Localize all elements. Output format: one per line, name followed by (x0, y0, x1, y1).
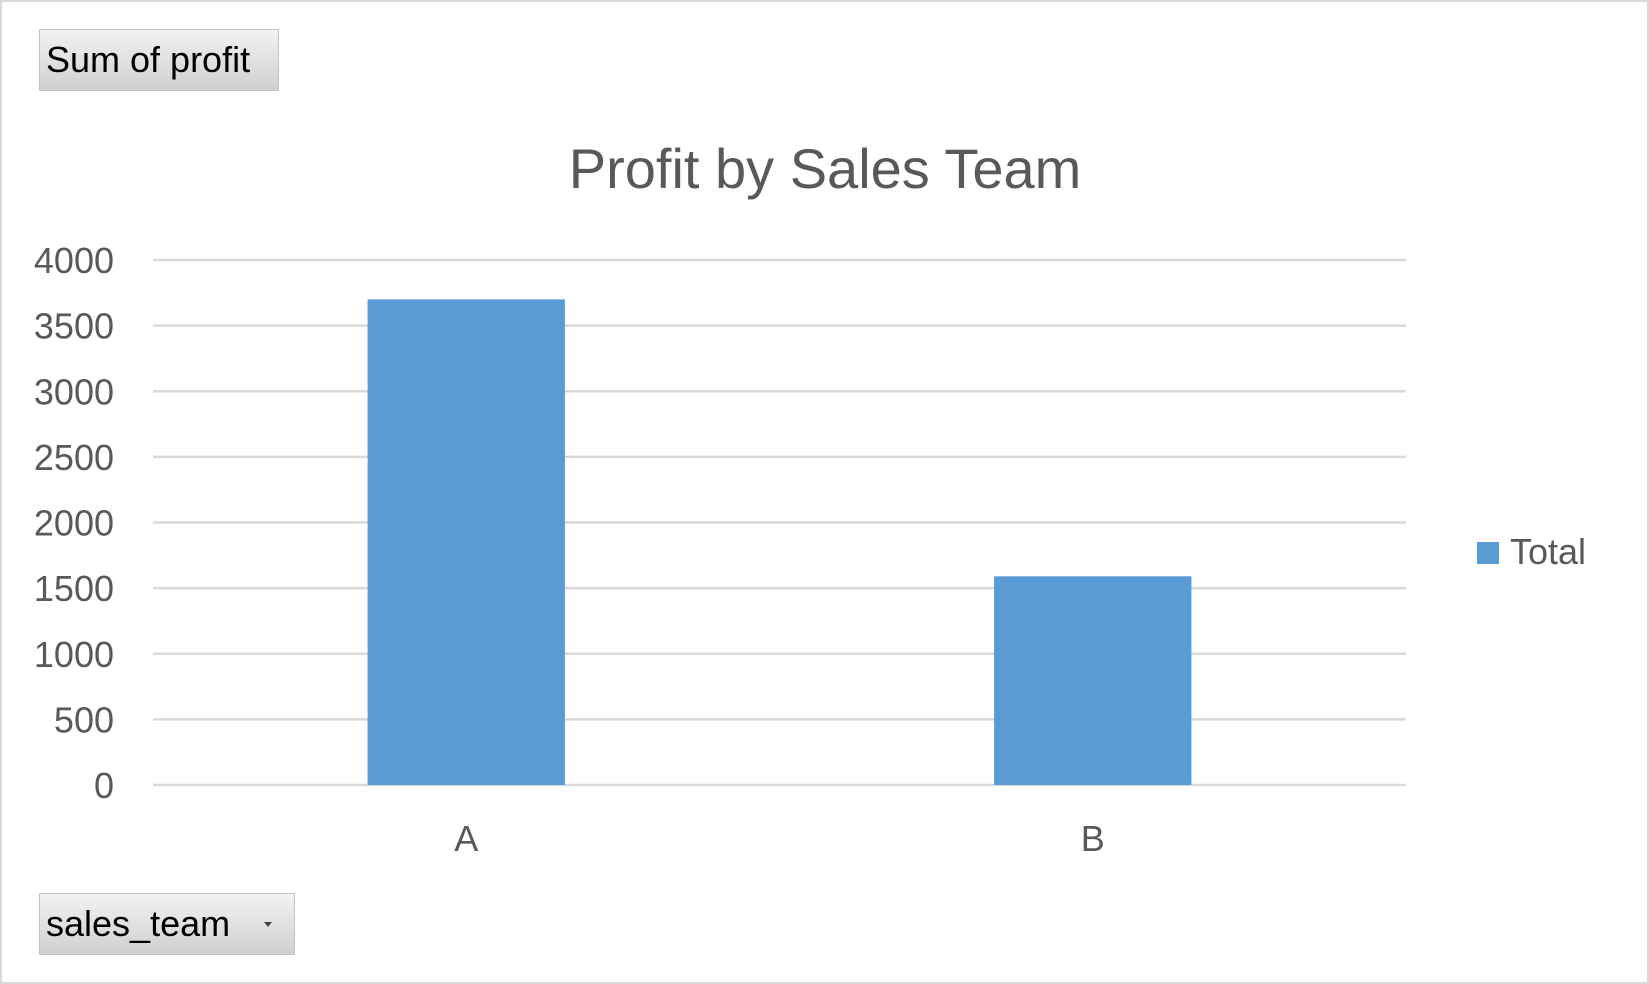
x-tick-label: B (1081, 818, 1105, 859)
y-tick-label: 500 (54, 699, 114, 740)
y-tick-label: 1000 (34, 634, 114, 675)
x-tick-label: A (454, 818, 478, 859)
y-tick-label: 4000 (34, 240, 114, 281)
bars (367, 299, 1192, 785)
y-tick-label: 2000 (34, 503, 114, 544)
chart-title: Profit by Sales Team (569, 137, 1082, 200)
bar-b[interactable] (994, 576, 1192, 785)
y-tick-label: 2500 (34, 437, 114, 478)
bar-a[interactable] (367, 299, 565, 785)
y-axis-tick-labels: 0 500 1000 1500 2000 2500 3000 3500 4000 (34, 240, 114, 806)
axis-field-label: sales_team (46, 903, 231, 944)
value-field-button[interactable]: Sum of profit (39, 29, 279, 91)
y-tick-label: 1500 (34, 568, 114, 609)
legend: Total (1477, 531, 1586, 572)
gridlines (153, 258, 1406, 787)
value-field-label: Sum of profit (46, 39, 251, 80)
y-tick-label: 3000 (34, 371, 114, 412)
chevron-down-icon[interactable] (264, 922, 272, 927)
legend-swatch (1477, 542, 1499, 564)
axis-field-button[interactable]: sales_team (39, 893, 295, 955)
legend-label: Total (1510, 531, 1586, 572)
y-tick-label: 3500 (34, 306, 114, 347)
y-tick-label: 0 (94, 765, 114, 806)
